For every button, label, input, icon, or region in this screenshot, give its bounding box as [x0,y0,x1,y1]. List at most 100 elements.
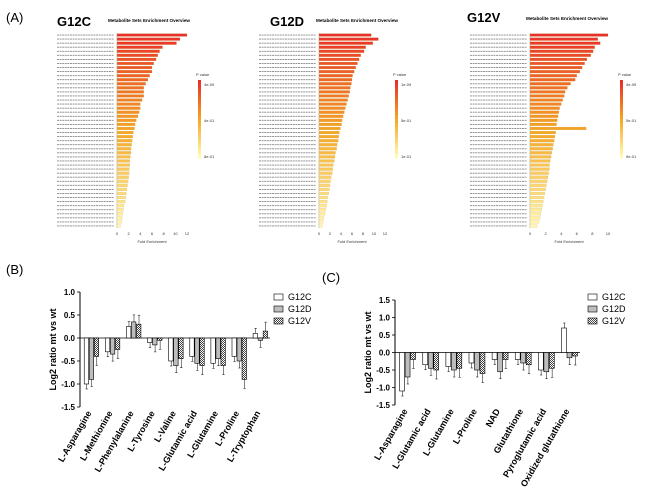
legend-gradient-segment [198,111,201,116]
enrichment-bar [529,61,585,65]
enrichment-bar [318,183,331,187]
enrichment-bar [529,114,559,118]
legend-tick-label: 5e-01 [626,118,637,123]
data-bar [538,352,544,371]
enrichment-bar [318,98,348,102]
enrichment-bar [318,94,349,98]
enrichment-bar [116,37,181,41]
x-tick-label: 6 [151,231,154,236]
data-bar [252,333,258,339]
data-bar [131,321,137,339]
legend-tick-label: 8e-01 [204,154,215,159]
enrichment-bar [116,147,132,151]
enrichment-bar [116,90,144,94]
enrichment-bar [529,33,609,37]
legend-gradient-segment [198,130,201,135]
enrichment-bar [116,41,177,45]
enrichment-bar [116,208,124,212]
data-bar [215,337,221,360]
enrichment-bar [318,74,353,78]
legend-gradient-segment [395,99,398,104]
enrichment-bar [318,86,351,90]
data-bar [241,337,247,380]
enrichment-bar [318,147,337,151]
x-tick-label: 0 [116,231,119,236]
enrichment-bar [116,74,150,78]
enrichment-bar [318,179,331,183]
legend-gradient-segment [620,80,623,85]
legend-gradient-segment [620,111,623,116]
legend-gradient-segment [395,80,398,85]
data-bar [93,337,100,357]
legend-gradient-segment [395,115,398,120]
enrichment-bar [116,212,123,216]
data-bar [220,337,226,366]
x-tick-label: 6 [576,231,579,236]
legend-gradient-segment [620,122,623,128]
enrichment-bar [116,179,129,183]
enrichment-bar [318,126,341,130]
enrichment-bar [318,122,342,126]
data-bar [543,352,550,373]
data-bar [561,327,567,353]
enrichment-bar [529,78,576,82]
enrichment-bar [529,163,550,167]
enrichment-bar [318,216,325,220]
enrichment-bar [318,102,347,106]
enrichment-bar [318,204,327,208]
enrichment-bar [318,131,340,135]
legend-gradient-segment [198,142,201,147]
legend-gradient-segment [198,134,201,139]
enrichment-bar [529,57,588,61]
x-tick-label: 2 [329,231,332,236]
enrichment-bar [318,200,328,204]
legend-gradient-segment [198,115,201,120]
data-bar [257,337,263,341]
legend-gradient-segment [620,87,623,92]
enrichment-bar [529,159,551,163]
enrichment-bar [318,41,374,45]
x-tick-label: 0 [529,231,532,236]
legend-gradient-segment [620,115,623,120]
x-tick-label: 8 [591,231,594,236]
legend-gradient-segment [620,107,623,112]
x-tick-label: 8 [163,231,166,236]
legend-gradient-segment [395,83,398,89]
enrichment-bar [116,139,133,143]
panel-b-label: (B) [6,262,24,277]
enrichment-bar [116,220,122,224]
legend-gradient-segment [620,95,623,100]
x-tick-label: 8 [362,231,365,236]
data-bar [189,337,195,357]
legend-gradient-segment [395,134,398,139]
enrichment-bar [116,183,128,187]
y-tick-label: -1.5 [376,401,390,410]
data-bar [83,337,89,385]
legend-swatch [273,317,284,325]
data-bar [433,352,439,371]
enrichment-bar [318,37,379,41]
y-tick-label: 0.5 [64,311,76,320]
data-bar [525,352,532,366]
legend-gradient-segment [620,130,623,135]
y-tick-label: -1.0 [61,380,75,389]
legend-gradient-segment [620,154,623,159]
data-bar [110,337,116,355]
enrichment-bar [318,151,336,155]
enrichment-bar [116,163,130,167]
data-bar [422,352,428,366]
enrichment-bar [116,57,157,61]
enrichment-bar [116,167,130,171]
x-tick-label: 0 [318,231,321,236]
data-bar [173,337,179,366]
enrichment-bar [529,204,543,208]
enrichment-bar [318,171,333,175]
legend-tick-label: 1e-09 [401,82,412,87]
legend-gradient-segment [620,119,623,124]
enrichment-bar [529,216,541,220]
data-bar [514,352,521,360]
enrichment-bar [116,151,132,155]
y-tick-label: 1.0 [379,314,391,323]
legend-gradient-segment [198,80,201,85]
enrichment-bar [116,98,143,102]
